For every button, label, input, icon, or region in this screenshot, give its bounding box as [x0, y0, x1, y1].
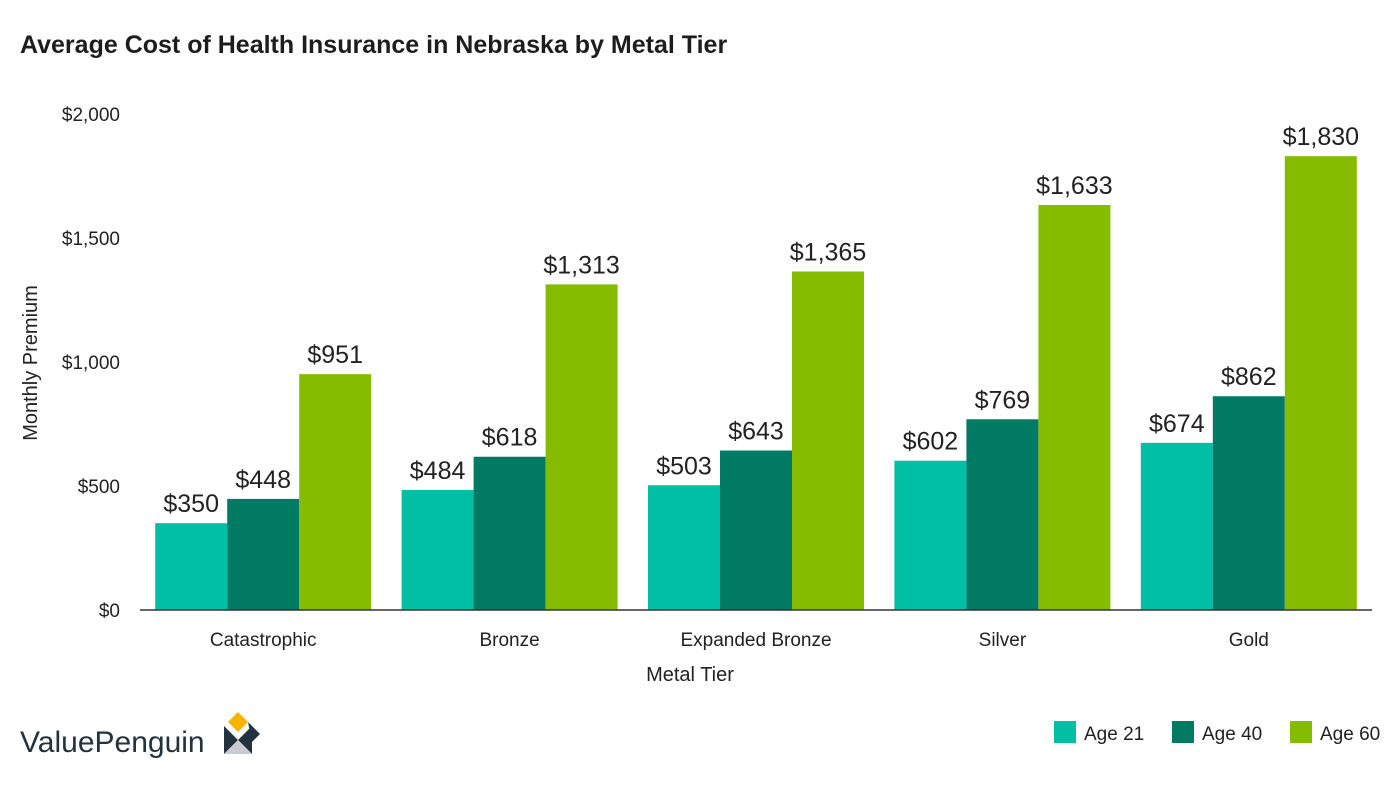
y-tick-label: $500	[78, 477, 120, 498]
bar-value-label: $448	[235, 466, 291, 494]
x-tick-label: Gold	[1229, 630, 1269, 651]
bar-age-40	[720, 450, 792, 610]
bar-age-60	[545, 284, 618, 610]
y-tick-label: $0	[99, 601, 120, 622]
bar-value-label: $769	[975, 386, 1031, 414]
legend-label: Age 21	[1084, 724, 1144, 745]
bar-age-21	[648, 485, 720, 610]
bar-value-label: $643	[728, 418, 784, 446]
bar-value-label: $503	[656, 452, 712, 480]
logo-text: ValuePenguin	[20, 726, 205, 759]
bar-value-label: $1,830	[1283, 123, 1359, 151]
bar-age-21	[894, 460, 967, 610]
y-tick-label: $2,000	[62, 105, 120, 126]
bar-value-label: $951	[307, 341, 363, 369]
bar-value-label: $674	[1149, 410, 1205, 438]
bar-age-21	[401, 489, 474, 610]
legend-swatch	[1290, 721, 1312, 743]
legend-label: Age 60	[1320, 724, 1380, 745]
x-tick-label: Silver	[979, 630, 1027, 651]
x-tick-label: Catastrophic	[210, 630, 317, 651]
bar-value-label: $602	[903, 428, 959, 456]
bar-age-60	[1284, 156, 1357, 610]
chart-title: Average Cost of Health Insurance in Nebr…	[20, 31, 727, 59]
bar-value-label: $350	[163, 490, 219, 518]
bar-value-label: $862	[1221, 363, 1277, 391]
bar-age-60	[299, 374, 372, 610]
y-axis: $0 $500 $1,000 $1,500 $2,000	[62, 105, 120, 622]
bar-series: $350 $448 $951 $484 $618 $1,313 $503 $643 $1,365…	[155, 123, 1359, 611]
bar-age-40	[966, 419, 1039, 610]
bar-age-21	[1140, 442, 1213, 610]
bar-age-60	[792, 271, 864, 610]
legend: Age 21 Age 40 Age 60	[1054, 721, 1380, 745]
x-axis-label: Metal Tier	[646, 664, 734, 686]
bar-value-label: $1,365	[790, 238, 866, 266]
legend-swatch	[1172, 721, 1194, 743]
bar-value-label: $618	[482, 424, 538, 452]
valuepenguin-logo: ValuePenguin	[20, 712, 260, 759]
bar-age-21	[155, 523, 228, 610]
y-tick-label: $1,000	[62, 353, 120, 374]
y-axis-label: Monthly Premium	[20, 285, 42, 441]
bar-value-label: $1,313	[543, 251, 619, 279]
bar-age-60	[1038, 205, 1111, 611]
bar-age-40	[473, 456, 546, 610]
legend-label: Age 40	[1202, 724, 1262, 745]
x-tick-label: Expanded Bronze	[680, 630, 831, 651]
bar-age-40	[1212, 396, 1285, 610]
bar-age-40	[227, 498, 300, 610]
y-tick-label: $1,500	[62, 229, 120, 250]
bar-value-label: $1,633	[1036, 172, 1112, 200]
bar-value-label: $484	[410, 457, 466, 485]
penguin-logo-icon	[224, 712, 260, 754]
x-tick-label: Bronze	[479, 630, 539, 651]
x-axis: Catastrophic Bronze Expanded Bronze Silver G…	[210, 630, 1269, 651]
legend-swatch	[1054, 721, 1076, 743]
